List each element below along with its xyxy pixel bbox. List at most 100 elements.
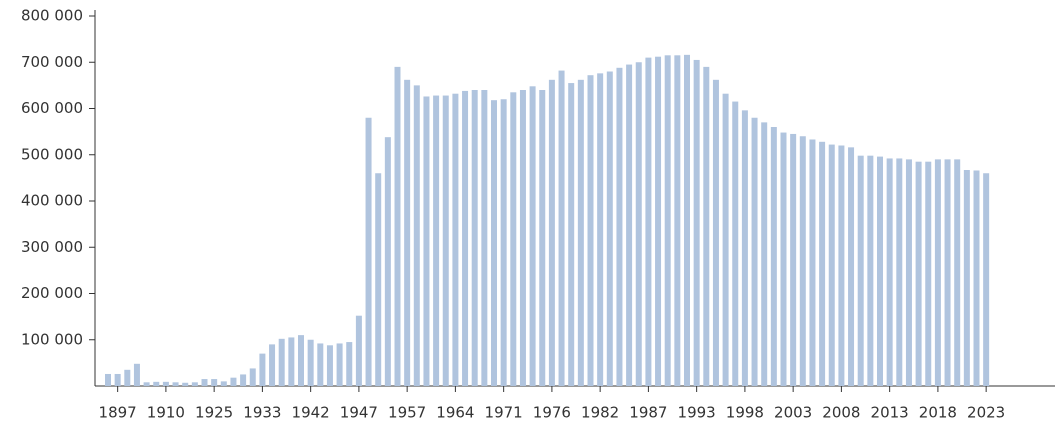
bar — [761, 122, 768, 386]
bar — [848, 147, 855, 386]
bar — [606, 71, 613, 386]
x-tick-label: 1942 — [292, 404, 330, 422]
bar — [616, 67, 623, 387]
bar — [674, 55, 681, 386]
y-tick-label: 500 000 — [21, 145, 83, 163]
bar — [133, 363, 140, 386]
bar — [973, 170, 980, 386]
bar — [867, 155, 874, 386]
x-tick-label: 1910 — [147, 404, 185, 422]
bar — [500, 99, 507, 386]
x-tick-label: 1993 — [678, 404, 716, 422]
bar — [741, 110, 748, 386]
bar — [278, 338, 285, 386]
x-tick-label: 1897 — [99, 404, 137, 422]
bar — [954, 159, 961, 386]
y-tick-label: 200 000 — [21, 284, 83, 302]
bar — [191, 382, 198, 386]
x-tick-label: 1947 — [340, 404, 378, 422]
bar — [105, 373, 111, 386]
bar — [558, 70, 565, 386]
bar — [635, 62, 642, 386]
bar — [491, 100, 497, 387]
bar — [799, 136, 806, 386]
x-tick-label: 2003 — [774, 404, 812, 422]
y-tick-label: 300 000 — [21, 238, 83, 256]
bar — [896, 158, 903, 386]
bar — [442, 95, 449, 387]
bar — [433, 95, 440, 387]
x-tick-label: 2008 — [822, 404, 860, 422]
bar — [375, 173, 382, 386]
bar — [471, 90, 478, 386]
bar — [423, 96, 430, 386]
bar — [983, 173, 990, 386]
bar — [153, 381, 160, 386]
bar — [529, 86, 536, 387]
bar — [684, 54, 690, 386]
y-tick-label: 100 000 — [21, 330, 83, 348]
x-tick-label: 1925 — [195, 404, 233, 422]
bar — [404, 79, 411, 386]
bar — [915, 161, 922, 386]
bar — [751, 117, 758, 386]
bar — [462, 90, 469, 387]
x-tick-label: 1976 — [533, 404, 571, 422]
bar — [886, 158, 893, 386]
bar — [944, 159, 951, 386]
bar — [780, 132, 787, 386]
bar — [510, 92, 517, 386]
bar — [249, 368, 256, 386]
y-tick-label: 700 000 — [21, 53, 83, 71]
bar — [597, 73, 604, 386]
bar — [240, 374, 247, 386]
bar — [394, 66, 401, 386]
bar — [481, 90, 488, 386]
bar — [539, 90, 546, 386]
bar — [124, 369, 131, 386]
bar — [211, 379, 218, 386]
x-tick-label: 1964 — [436, 404, 474, 422]
bar — [220, 381, 227, 386]
y-tick-label: 800 000 — [21, 7, 83, 25]
bar — [114, 373, 121, 386]
bar — [626, 64, 633, 386]
x-tick-label: 2023 — [967, 404, 1005, 422]
bar — [307, 339, 314, 386]
bar — [703, 66, 710, 386]
bar — [413, 85, 420, 386]
bar — [452, 93, 459, 386]
bar — [655, 56, 662, 386]
bar — [317, 343, 324, 386]
x-tick-label: 1982 — [581, 404, 619, 422]
bar — [770, 127, 777, 386]
bar — [230, 377, 237, 386]
x-tick-label: 1971 — [485, 404, 523, 422]
bar — [905, 159, 912, 386]
bar — [162, 381, 169, 386]
bar — [693, 59, 700, 386]
bar — [269, 344, 276, 386]
bar — [809, 139, 816, 386]
x-tick-label: 1933 — [243, 404, 281, 422]
bar — [934, 159, 941, 386]
x-tick-label: 1987 — [629, 404, 667, 422]
bar — [587, 75, 594, 386]
y-tick-label: 400 000 — [21, 192, 83, 210]
bar — [172, 382, 179, 386]
bar — [925, 161, 932, 386]
bar — [712, 79, 719, 386]
bar — [577, 79, 584, 386]
bar — [877, 156, 883, 386]
x-tick-label: 2013 — [871, 404, 909, 422]
bar — [732, 101, 739, 386]
bar — [298, 335, 304, 386]
bar — [548, 79, 555, 386]
bar — [346, 342, 353, 386]
bar — [336, 343, 343, 386]
bar — [819, 141, 826, 386]
bar — [326, 345, 333, 386]
bar — [355, 315, 362, 386]
